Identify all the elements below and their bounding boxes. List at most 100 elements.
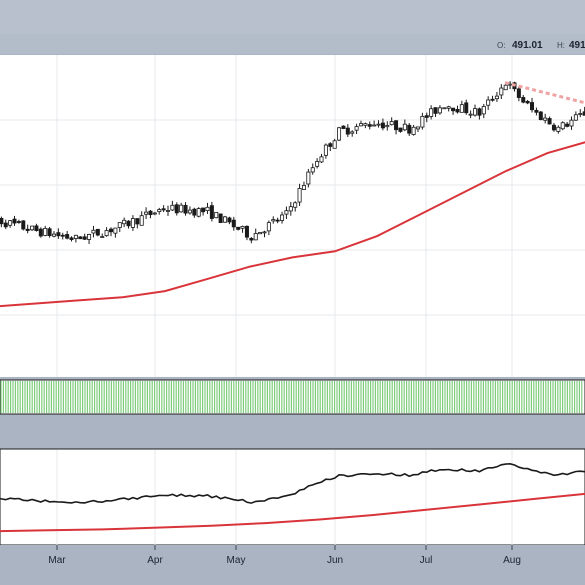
candle [429,105,434,120]
toolbar-band [0,0,585,34]
candle [8,220,13,228]
x-tick-label: Mar [48,555,66,566]
candle [358,120,363,127]
volume-bars [0,381,583,413]
candle [236,226,241,231]
candle [565,121,570,128]
candle [481,103,486,119]
candle [367,121,372,130]
candle [214,211,219,219]
open-key: O: [497,41,505,50]
candle [0,216,4,228]
candle [25,224,30,234]
candle [284,206,289,219]
candle [275,217,280,224]
candle [12,215,17,226]
candle [231,216,236,231]
candle [249,237,254,244]
candle [398,127,403,133]
candle [473,104,478,117]
candle [578,109,583,118]
candle [503,84,508,91]
candle [354,123,359,135]
candle [170,200,175,211]
open-value: 491.01 [512,40,543,51]
x-axis-band [0,545,585,585]
candle [139,211,144,226]
indicator-average-line [0,492,585,533]
candle [455,105,460,114]
x-tick-label: May [227,555,246,566]
high-key: H: [557,41,565,50]
candle [157,207,162,215]
candle [424,112,429,123]
candle [433,107,438,117]
candle [534,107,539,116]
candle [525,99,530,105]
candle [385,121,390,131]
candle [209,201,214,222]
candle [258,231,263,235]
candle [297,183,302,206]
candle [380,118,385,131]
candle [301,181,306,191]
candle [350,130,355,137]
candle [451,107,456,115]
candle [556,125,561,134]
candle [183,202,188,216]
candle [310,163,315,175]
candle [341,125,346,130]
candle [16,219,21,224]
candle [113,227,118,238]
candle [104,227,109,237]
x-tick-label: Aug [503,555,521,566]
candle [152,211,157,216]
candle [60,232,65,240]
candle [494,91,499,102]
candle [446,105,451,112]
candle [108,227,113,237]
candle [328,142,333,151]
candle [65,230,70,240]
candle [389,117,394,126]
x-tick-label: Apr [147,555,163,566]
candle [95,228,100,237]
candle [376,120,381,128]
high-value: 491 [569,40,585,51]
candle [337,126,342,142]
candle [490,95,495,102]
candle [394,120,399,135]
candle [569,116,574,130]
x-tick-label: Jun [327,555,343,566]
header-info-bar [0,34,585,54]
candle [468,110,473,119]
candle [464,99,469,115]
candle [192,207,197,218]
candle [437,105,442,115]
candle [363,122,368,129]
candle [459,100,464,113]
candle [82,233,87,241]
candle [551,122,556,132]
candle [415,126,420,132]
candle [420,112,425,130]
candle [306,168,311,188]
candle [319,153,324,164]
candle [174,202,179,216]
candle [315,158,320,169]
candle [499,84,504,100]
candle [402,119,407,132]
candle [486,96,491,110]
candle [148,209,153,219]
candle [442,107,447,110]
candle [240,225,245,233]
candle [166,205,171,216]
candle [73,234,78,243]
candle [288,202,293,216]
candle [253,228,258,241]
candle [201,207,206,216]
x-axis: Mar Apr May Jun Jul Aug [48,545,521,566]
candle [372,120,377,127]
